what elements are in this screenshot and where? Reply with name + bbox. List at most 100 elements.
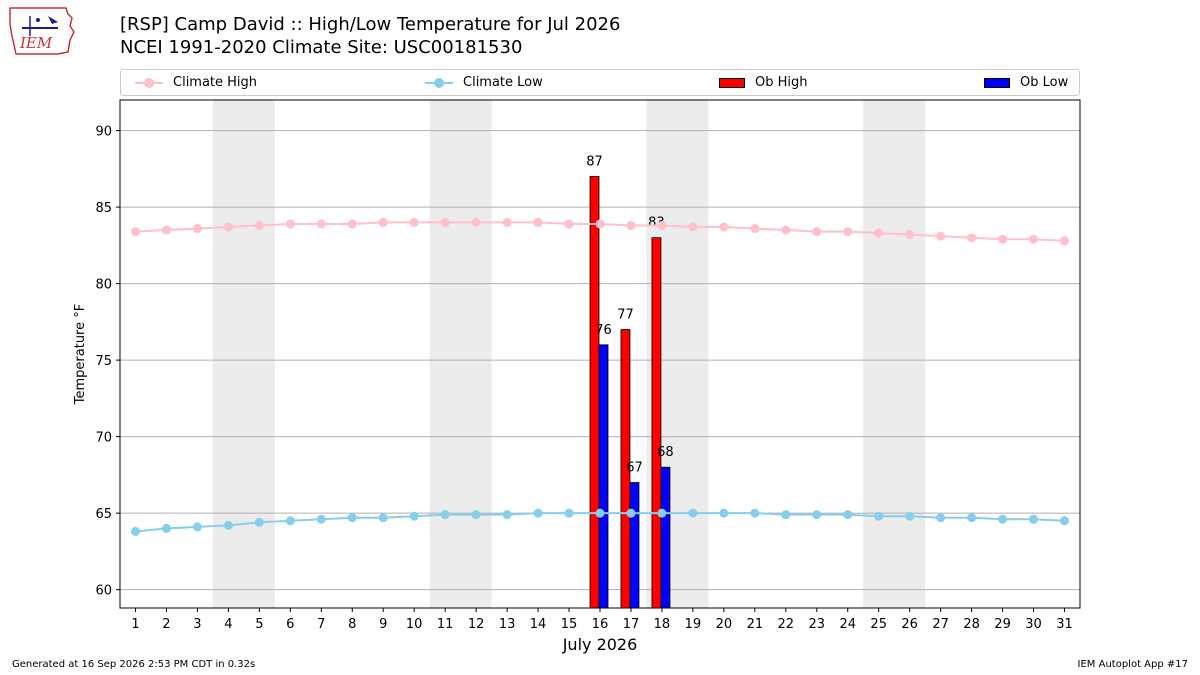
climate-low-point xyxy=(192,522,202,532)
climate-high-point xyxy=(1029,234,1039,244)
climate-high-point xyxy=(285,219,295,229)
climate-low-point xyxy=(347,513,357,523)
climate-low-point xyxy=(285,516,295,526)
climate-low-point xyxy=(905,511,915,521)
climate-low-point xyxy=(440,510,450,520)
ob-high-value-label: 87 xyxy=(586,155,603,170)
climate-high-point xyxy=(874,228,884,238)
y-tick-label: 70 xyxy=(95,431,112,446)
climate-high-swatch xyxy=(135,77,163,88)
climate-low-point xyxy=(1060,516,1070,526)
climate-low-point xyxy=(688,508,698,518)
y-tick-label: 60 xyxy=(95,584,112,599)
climate-high-point xyxy=(192,224,202,234)
y-tick-label: 65 xyxy=(95,507,112,522)
climate-high-point xyxy=(440,217,450,227)
plot-frame xyxy=(119,99,1081,609)
ob-low-bar xyxy=(629,482,640,609)
x-tick-label: 23 xyxy=(809,617,826,632)
legend-climate-low: Climate Low xyxy=(425,70,543,95)
title-line-1: [RSP] Camp David :: High/Low Temperature… xyxy=(120,14,621,35)
generated-timestamp: Generated at 16 Sep 2026 2:53 PM CDT in … xyxy=(12,659,256,670)
climate-high-point xyxy=(595,219,605,229)
climate-low-point xyxy=(161,523,171,533)
x-tick-label: 16 xyxy=(592,617,609,632)
climate-high-point xyxy=(378,217,388,227)
ob-low-value-label: 67 xyxy=(626,461,643,476)
x-tick-label: 15 xyxy=(561,617,578,632)
climate-low-point xyxy=(936,513,946,523)
climate-low-point xyxy=(750,508,760,518)
x-tick-label: 26 xyxy=(901,617,918,632)
y-tick-label: 90 xyxy=(95,125,112,140)
climate-high-point xyxy=(409,217,419,227)
climate-high-point xyxy=(533,217,543,227)
x-tick-label: 9 xyxy=(379,617,387,632)
climate-low-point xyxy=(316,514,326,524)
climate-high-point xyxy=(688,222,698,232)
climate-high-point xyxy=(657,220,667,230)
climate-low-point xyxy=(843,510,853,520)
x-axis-label: July 2026 xyxy=(562,635,638,654)
ob-low-bar xyxy=(598,344,609,609)
climate-low-point xyxy=(564,508,574,518)
y-axis-label: Temperature °F xyxy=(73,304,88,405)
climate-high-point xyxy=(502,217,512,227)
x-tick-label: 29 xyxy=(994,617,1011,632)
y-tick-label: 85 xyxy=(95,201,112,216)
climate-high-point xyxy=(719,222,729,232)
weekend-shade xyxy=(863,100,926,608)
ob-low-value-label: 76 xyxy=(595,323,612,338)
climate-high-point xyxy=(812,227,822,237)
climate-low-point xyxy=(998,514,1008,524)
x-tick-label: 20 xyxy=(716,617,733,632)
app-credit: IEM Autoplot App #17 xyxy=(1077,659,1188,670)
climate-high-point xyxy=(998,234,1008,244)
x-tick-label: 7 xyxy=(317,617,325,632)
x-tick-label: 13 xyxy=(499,617,516,632)
legend-climate-high-label: Climate High xyxy=(173,75,258,90)
climate-high-point xyxy=(936,231,946,241)
climate-high-point xyxy=(347,219,357,229)
climate-low-swatch xyxy=(425,77,453,88)
x-tick-label: 8 xyxy=(348,617,356,632)
climate-low-point xyxy=(471,510,481,520)
x-tick-label: 11 xyxy=(437,617,454,632)
x-tick-label: 22 xyxy=(778,617,795,632)
y-tick-label: 80 xyxy=(95,278,112,293)
climate-high-point xyxy=(223,222,233,232)
x-tick-label: 18 xyxy=(654,617,671,632)
x-tick-label: 6 xyxy=(286,617,294,632)
ob-high-bar xyxy=(589,176,600,609)
climate-low-point xyxy=(1029,514,1039,524)
climate-low-point xyxy=(657,508,667,518)
climate-low-point xyxy=(719,508,729,518)
x-tick-label: 19 xyxy=(685,617,702,632)
ob-high-value-label: 77 xyxy=(617,308,634,323)
x-tick-label: 31 xyxy=(1056,617,1073,632)
climate-high-point xyxy=(564,219,574,229)
chart-title: [RSP] Camp David :: High/Low Temperature… xyxy=(120,13,620,59)
climate-high-point xyxy=(626,220,636,230)
x-tick-label: 4 xyxy=(224,617,232,632)
climate-low-point xyxy=(254,517,264,527)
climate-low-point xyxy=(781,510,791,520)
climate-low-point xyxy=(502,510,512,520)
climate-low-point xyxy=(595,508,605,518)
legend-climate-high: Climate High xyxy=(135,70,257,95)
ob-low-value-label: 68 xyxy=(657,445,674,460)
x-tick-label: 30 xyxy=(1025,617,1042,632)
climate-low-point xyxy=(874,511,884,521)
legend-ob-high: Ob High xyxy=(719,70,808,95)
x-tick-label: 28 xyxy=(963,617,980,632)
x-tick-label: 24 xyxy=(839,617,856,632)
ob-high-bar xyxy=(651,237,662,609)
x-tick-label: 12 xyxy=(468,617,485,632)
title-line-2: NCEI 1991-2020 Climate Site: USC00181530 xyxy=(120,37,523,58)
climate-high-point xyxy=(1060,236,1070,246)
climate-low-point xyxy=(812,510,822,520)
climate-high-point xyxy=(905,230,915,240)
x-tick-label: 21 xyxy=(747,617,764,632)
x-tick-label: 10 xyxy=(406,617,423,632)
